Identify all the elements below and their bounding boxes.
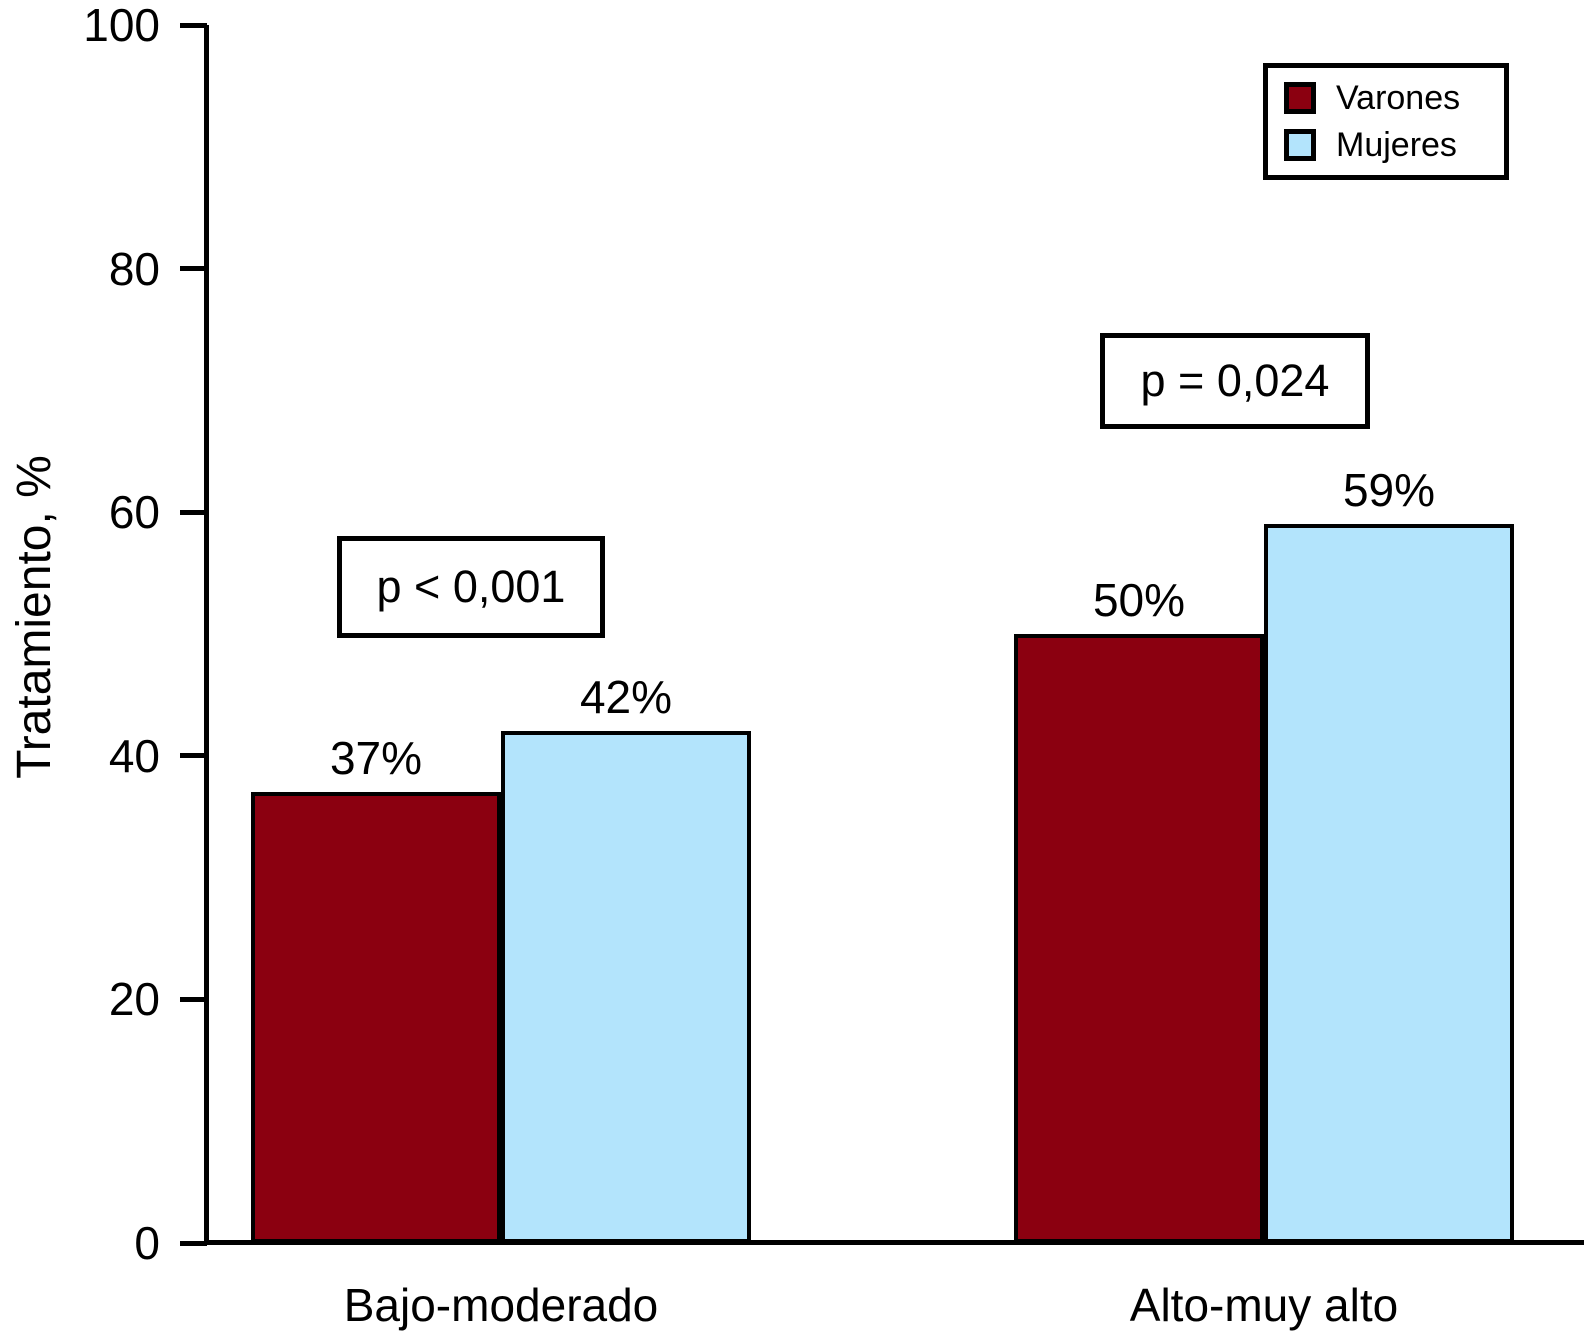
bar-varones-alto-muy-alto [1014, 634, 1264, 1243]
x-axis-label-alto-muy-alto: Alto-muy alto [1129, 1279, 1399, 1331]
y-tick-0 [180, 1240, 207, 1246]
y-tick-20 [180, 996, 207, 1002]
legend-label-mujeres: Mujeres [1336, 126, 1457, 165]
legend-swatch-varones [1284, 81, 1316, 114]
x-axis-line [204, 1240, 1584, 1245]
bar-varones-bajo-moderado [251, 792, 501, 1243]
bar-value-label-varones-bajo-moderado: 37% [329, 732, 423, 785]
legend-item-mujeres: Mujeres [1284, 127, 1504, 163]
y-tick-label-80: 80 [108, 242, 160, 295]
bar-mujeres-alto-muy-alto [1264, 524, 1514, 1243]
y-axis-title: Tratamiento, % [8, 455, 61, 779]
legend-swatch-mujeres [1284, 129, 1316, 162]
y-tick-label-60: 60 [108, 486, 160, 539]
p-value-text-1: p < 0,001 [376, 561, 566, 612]
legend-item-varones: Varones [1284, 80, 1504, 116]
x-axis-label-bajo-moderado: Bajo-moderado [343, 1279, 659, 1331]
y-axis-line [204, 25, 209, 1243]
y-tick-label-0: 0 [134, 1217, 160, 1269]
bar-mujeres-bajo-moderado [501, 731, 751, 1243]
y-tick-label-20: 20 [108, 973, 160, 1026]
y-tick-label-40: 40 [108, 729, 160, 782]
y-tick-60 [180, 509, 207, 515]
bar-value-label-mujeres-bajo-moderado: 42% [579, 671, 673, 724]
y-tick-80 [180, 266, 207, 272]
legend-label-varones: Varones [1336, 78, 1461, 117]
y-tick-label-100: 100 [83, 0, 160, 51]
p-value-text-2: p = 0,024 [1140, 355, 1330, 406]
y-tick-40 [180, 753, 207, 759]
legend: Varones Mujeres [1263, 63, 1509, 180]
bar-value-label-varones-alto-muy-alto: 50% [1092, 574, 1186, 626]
bar-value-label-mujeres-alto-muy-alto: 59% [1342, 464, 1436, 517]
p-value-annotation-box-2: p = 0,024 [1100, 333, 1370, 429]
y-tick-100 [180, 22, 207, 28]
p-value-annotation-box-1: p < 0,001 [337, 536, 605, 638]
